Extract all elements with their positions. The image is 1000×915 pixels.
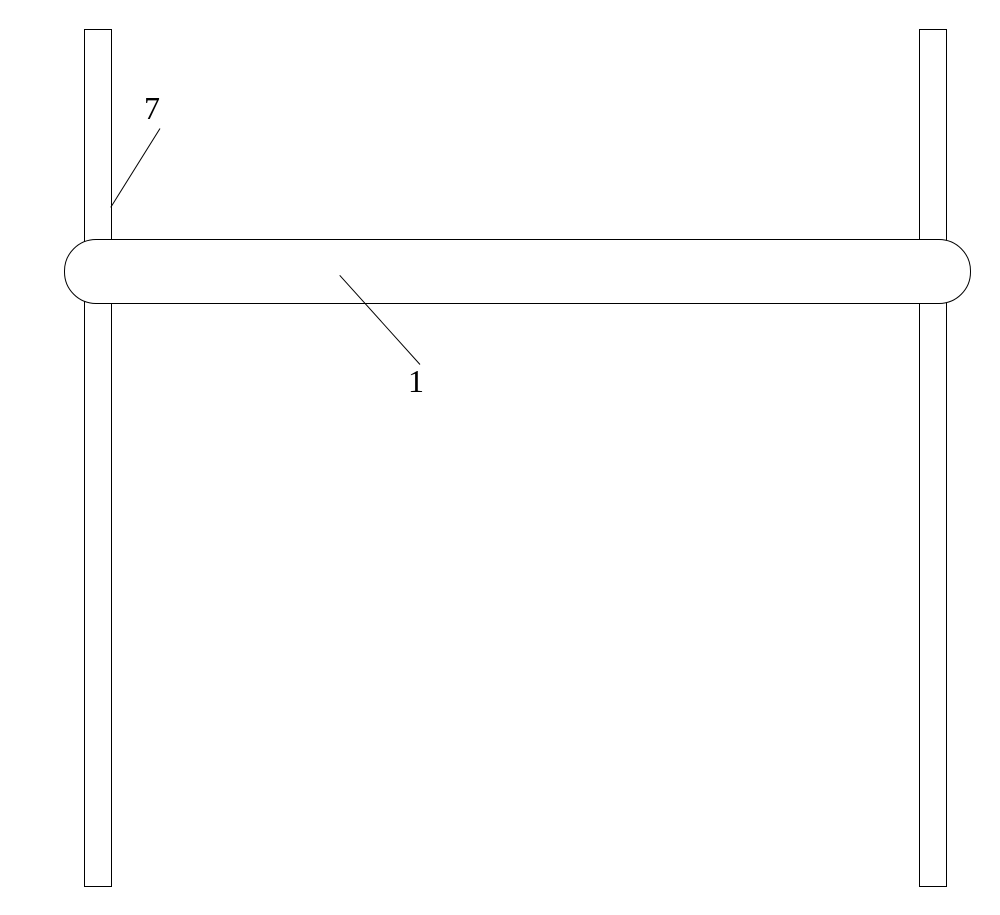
vertical-post-left	[84, 29, 112, 887]
technical-diagram: 7 1	[0, 0, 1000, 915]
leader-line-7	[110, 128, 160, 207]
label-1: 1	[408, 363, 424, 400]
horizontal-crossbar	[64, 239, 971, 304]
vertical-post-right	[919, 29, 947, 887]
label-7: 7	[144, 90, 160, 127]
